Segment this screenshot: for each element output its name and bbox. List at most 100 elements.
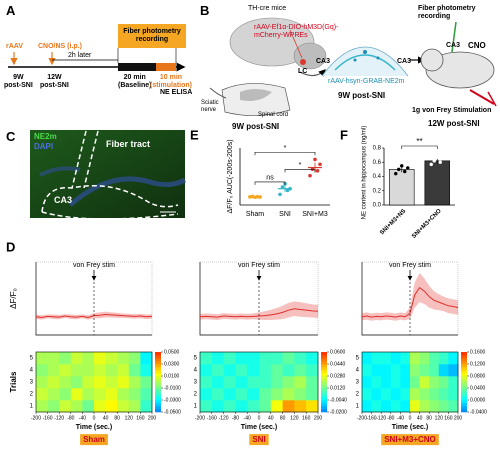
y-tick-label: 0.0 [373, 203, 382, 209]
y-tick-label: 0.4 [373, 174, 382, 180]
y-tick-label: 0.6 [373, 160, 382, 166]
panel-label: C [6, 129, 16, 144]
x-tick-label: SNI+M3+NS [379, 208, 407, 236]
y-tick-label: 2 [30, 392, 34, 398]
data-point [438, 160, 442, 164]
data-point [405, 166, 410, 170]
stimulus-label: von Frey stim [238, 262, 280, 269]
group-label: SNI+M3+CNO [384, 435, 436, 444]
bar [389, 169, 415, 206]
x-tick-label: 200 [314, 415, 323, 421]
heatmap-cell [211, 388, 224, 401]
heatmap-cell [59, 388, 72, 401]
ca3-label: CA3 [54, 195, 73, 205]
x-axis-label: Time (sec.) [76, 424, 112, 431]
heatmap-cell [259, 364, 272, 377]
panel-label: F [340, 127, 348, 142]
heatmap-cell [105, 376, 118, 389]
sem-band [362, 272, 458, 321]
x-axis-label: Time (sec.) [241, 424, 277, 431]
x-tick-label: -80 [387, 415, 394, 421]
x-axis-label: Time (sec.) [392, 424, 428, 431]
colorbar-segment [155, 391, 161, 395]
heatmap-cell [362, 400, 372, 413]
colorbar-segment [155, 373, 161, 377]
heatmap-cell [448, 364, 459, 377]
plot-frame [362, 261, 459, 335]
colorbar-segment [461, 394, 467, 398]
heatmap-cell [36, 388, 48, 401]
heatmap-cell [282, 376, 295, 389]
heatmap-cell [390, 376, 401, 389]
y-tick-label: 2 [194, 392, 198, 398]
y-tick-label: 3 [30, 380, 34, 386]
x-tick-label: 0 [258, 415, 261, 421]
micrograph [30, 130, 187, 220]
colorbar-segment [321, 409, 327, 413]
colorbar-segment [155, 361, 161, 365]
trace-line [199, 308, 319, 318]
colorbar-segment [155, 406, 161, 410]
heatmap-cell [105, 364, 118, 377]
heatmap-cell [390, 364, 401, 377]
interval-label: 2h later [68, 52, 92, 59]
y-tick-label: 1 [356, 404, 360, 410]
colorbar-segment [321, 376, 327, 380]
significance-label: * [299, 162, 302, 169]
colorbar-segment [321, 355, 327, 359]
y-axis-label: ΔF/F₀ AUC(-200s-200s) [227, 139, 234, 213]
colorbar-segment [321, 406, 327, 410]
timepoint-label: 9W post-SNI [338, 91, 386, 100]
heatmap-cell [59, 376, 72, 389]
colorbar-segment [321, 370, 327, 374]
heatmap-cell [270, 364, 283, 377]
significance-bracket [254, 181, 286, 185]
group-label-box [249, 434, 269, 446]
colorbar-segment [461, 382, 467, 386]
x-tick-label: -200 [195, 415, 205, 421]
group-label: Sham [83, 435, 105, 444]
heatmap-cell [381, 388, 392, 401]
heatmap-cell [140, 376, 153, 389]
heatmap-cell [128, 352, 141, 365]
heatmap-cell [270, 400, 283, 413]
heatmap-cell [390, 388, 401, 401]
colorbar-tick-label: 0.0000 [470, 397, 486, 403]
heatmap-cell [140, 400, 153, 413]
heatmap-cell [211, 364, 224, 377]
panel-label: A [6, 3, 16, 18]
colorbar-segment [155, 376, 161, 380]
heatmap-cell [223, 352, 236, 365]
heatmap-cell [448, 400, 459, 413]
sem-band [200, 301, 318, 321]
lc-label: LC [298, 68, 308, 75]
colorbar-segment [321, 397, 327, 401]
y-tick-label: 1 [194, 404, 198, 410]
heatmap-cell [211, 376, 224, 389]
x-tick-label: 40 [268, 415, 274, 421]
colorbar-tick-label: -0.0500 [164, 409, 181, 415]
x-tick-label: -40 [79, 415, 86, 421]
heatmap-cell [247, 400, 260, 413]
data-point [315, 169, 320, 173]
heatmap-cell [223, 364, 236, 377]
heatmap-cell [438, 352, 449, 365]
heatmap-cell [36, 364, 48, 377]
heatmap-cell [70, 364, 83, 377]
data-point [318, 162, 322, 167]
heatmap-cell [438, 364, 449, 377]
heatmap-cell [362, 352, 372, 365]
x-tick-label: -160 [367, 415, 377, 421]
heatmap-cell [105, 388, 118, 401]
stimulation-label: 10 min (stimulation) [150, 74, 192, 89]
colorbar-segment [321, 361, 327, 365]
nerve-label: Sciatic nerve [201, 100, 219, 113]
significance-label: ns [266, 175, 274, 182]
data-point [432, 159, 436, 163]
timepoint-label: 12W post-SNI [428, 119, 480, 128]
data-point [402, 169, 407, 174]
heatmap-cell [82, 352, 95, 365]
colorbar-segment [321, 358, 327, 362]
heatmap-cell [294, 376, 307, 389]
y-tick-label: 4 [30, 368, 34, 374]
